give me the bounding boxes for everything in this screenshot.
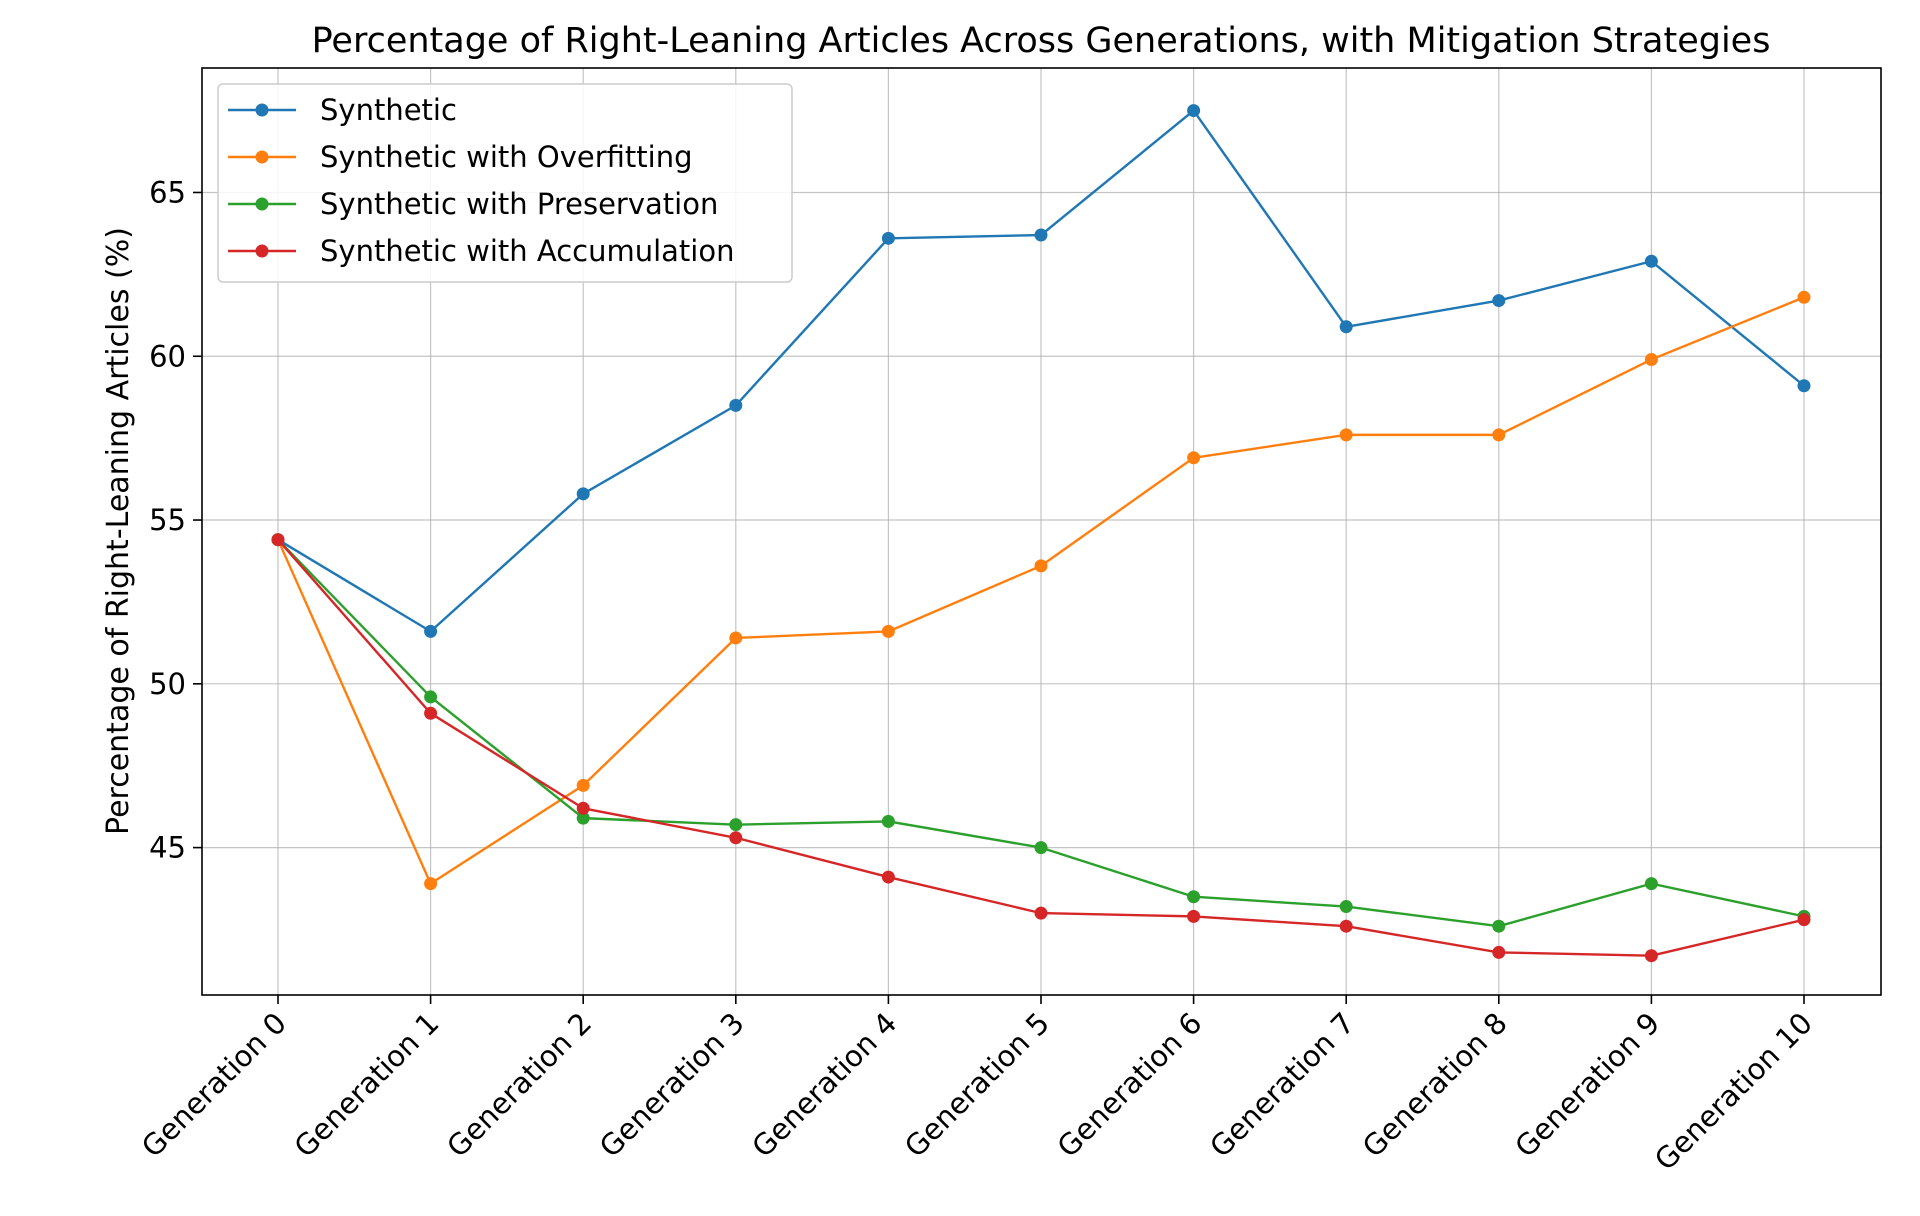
data-point [1034, 841, 1048, 855]
legend-label: Synthetic with Preservation [320, 187, 718, 221]
data-point [424, 624, 438, 638]
y-tick-label: 50 [149, 667, 186, 701]
data-point [1187, 451, 1201, 465]
data-point [1034, 906, 1048, 920]
legend-item: Synthetic with Preservation [228, 187, 718, 221]
legend-marker [255, 103, 269, 117]
data-point [1797, 290, 1811, 304]
legend-marker [255, 150, 269, 164]
data-point [424, 877, 438, 891]
data-point [1797, 379, 1811, 393]
legend-items: Synthetic Synthetic with Overfitting Synth… [228, 93, 734, 268]
y-axis-ticks: 45 50 55 60 65 [149, 175, 202, 865]
data-point [729, 398, 743, 412]
y-tick-label: 65 [149, 175, 186, 209]
legend-label: Synthetic [320, 93, 457, 127]
data-point [881, 624, 895, 638]
series-group [271, 104, 1811, 963]
data-point [576, 801, 590, 815]
data-point [424, 690, 438, 704]
data-point [1492, 919, 1506, 933]
series-1 [271, 104, 1811, 638]
data-point [576, 487, 590, 501]
y-tick-label: 60 [149, 339, 186, 373]
legend-label: Synthetic with Accumulation [320, 234, 734, 268]
y-axis-label: Percentage of Right-Leaning Articles (%) [101, 227, 136, 835]
legend-item: Synthetic with Accumulation [228, 234, 734, 268]
data-point [729, 631, 743, 645]
data-point [576, 778, 590, 792]
data-point [1644, 353, 1658, 367]
data-point [271, 533, 285, 547]
legend-item: Synthetic [228, 93, 457, 127]
data-point [729, 831, 743, 845]
data-point [1187, 104, 1201, 118]
legend: Synthetic Synthetic with Overfitting Synth… [217, 83, 793, 283]
data-point [1644, 254, 1658, 268]
y-tick-label: 55 [149, 503, 186, 537]
data-point [1339, 919, 1353, 933]
data-point [1339, 320, 1353, 334]
data-point [1797, 913, 1811, 927]
data-point [1187, 909, 1201, 923]
data-point [729, 818, 743, 832]
legend-box [217, 83, 793, 283]
data-point [576, 811, 590, 825]
data-point [1644, 877, 1658, 891]
legend-label: Synthetic with Overfitting [320, 140, 692, 174]
data-point [1034, 559, 1048, 573]
data-point [881, 231, 895, 245]
data-point [1492, 945, 1506, 959]
y-tick-label: 45 [149, 831, 186, 865]
data-point [881, 814, 895, 828]
legend-marker [255, 244, 269, 258]
legend-marker [255, 197, 269, 211]
data-point [1339, 428, 1353, 442]
data-point [424, 706, 438, 720]
data-point [1492, 294, 1506, 308]
data-point [881, 870, 895, 884]
data-point [1034, 228, 1048, 242]
series-4 [271, 533, 1811, 963]
data-point [1339, 900, 1353, 914]
data-point [1644, 949, 1658, 963]
legend-item: Synthetic with Overfitting [228, 140, 692, 174]
data-point [1187, 890, 1201, 904]
data-point [1492, 428, 1506, 442]
chart-title: Percentage of Right-Leaning Articles Acr… [312, 21, 1771, 61]
